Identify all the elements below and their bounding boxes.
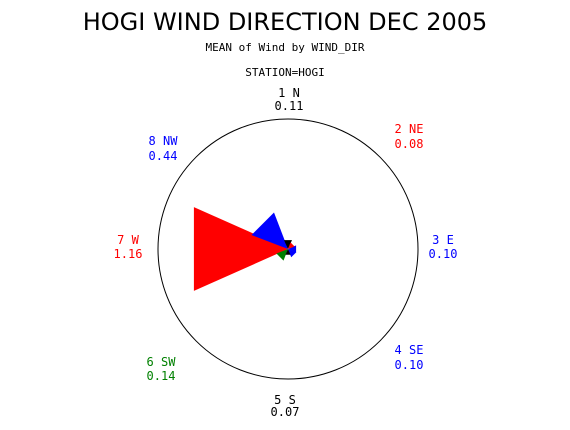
direction-value-6-sw: 0.14	[147, 369, 176, 383]
direction-label-8-nw: 8 NW	[149, 134, 179, 148]
rose-circle	[157, 118, 419, 380]
direction-value-5-s: 0.07	[271, 405, 300, 419]
petal-2-ne	[288, 242, 295, 249]
petal-4-se	[288, 249, 297, 258]
petal-3-e	[288, 245, 297, 253]
petal-1-n	[284, 240, 292, 249]
chart-title: HOGI WIND DIRECTION DEC 2005	[83, 8, 488, 36]
petals-group	[193, 207, 297, 291]
chart-subtitle: MEAN of Wind by WIND_DIR	[206, 41, 365, 54]
petal-8-nw	[251, 212, 288, 249]
direction-label-5-s: 5 S	[274, 393, 296, 407]
direction-label-2-ne: 2 NE	[395, 122, 424, 136]
direction-value-3-e: 0.10	[429, 247, 458, 261]
direction-label-4-se: 4 SE	[395, 343, 424, 357]
direction-value-8-nw: 0.44	[149, 149, 178, 163]
direction-label-1-n: 1 N	[278, 86, 300, 100]
petal-6-sw	[276, 249, 288, 261]
direction-value-7-w: 1.16	[114, 247, 143, 261]
direction-label-3-e: 3 E	[432, 233, 454, 247]
direction-value-4-se: 0.10	[395, 358, 424, 372]
direction-label-6-sw: 6 SW	[147, 355, 177, 369]
petal-7-w	[193, 207, 288, 291]
direction-value-1-n: 0.11	[275, 99, 304, 113]
labels-group: 1 N0.112 NE0.083 E0.104 SE0.105 S0.076 S…	[114, 86, 458, 419]
direction-label-7-w: 7 W	[117, 233, 139, 247]
petal-5-s	[285, 249, 291, 255]
direction-value-2-ne: 0.08	[395, 137, 424, 151]
station-label: STATION=HOGI	[245, 66, 324, 79]
